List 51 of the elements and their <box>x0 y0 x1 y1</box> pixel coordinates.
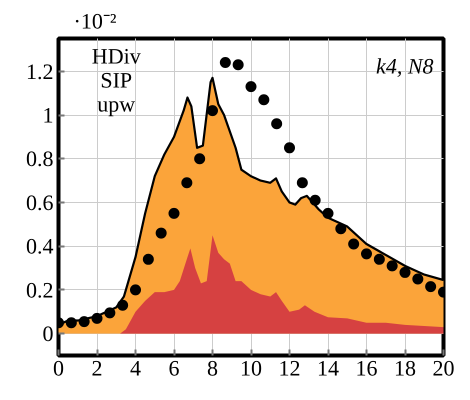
point <box>156 228 167 239</box>
point <box>142 254 154 265</box>
x-tick-label: 2 <box>92 356 102 380</box>
x-tick-label: 14 <box>317 356 339 380</box>
x-tick-label: 8 <box>207 356 218 380</box>
text: ·10⁻² <box>74 8 117 34</box>
point <box>246 81 256 92</box>
point <box>232 59 244 70</box>
point <box>322 208 334 219</box>
y-tick-label: 1.2 <box>26 58 54 84</box>
x-tick-label: 6 <box>168 356 180 380</box>
point <box>361 248 372 260</box>
point <box>78 316 90 328</box>
x-tick-label: 10 <box>240 356 262 380</box>
point <box>194 153 206 164</box>
point <box>117 300 128 311</box>
point <box>400 266 410 278</box>
point <box>220 57 231 68</box>
annotation: upw <box>97 92 136 116</box>
point <box>412 273 424 284</box>
point <box>386 260 398 272</box>
point <box>310 194 321 206</box>
point <box>181 177 192 188</box>
y-tick-label: 1 <box>42 102 54 128</box>
annotation: HDiv <box>92 44 141 68</box>
point <box>66 317 77 328</box>
point <box>425 281 436 292</box>
x-tick-label: 4 <box>130 356 141 380</box>
annotation: SIP <box>100 68 132 92</box>
point <box>207 105 218 116</box>
x-tick-label: 18 <box>394 356 416 380</box>
y-tick-label: 0.8 <box>26 146 54 172</box>
point <box>284 142 295 154</box>
point <box>92 312 102 324</box>
point <box>271 118 282 130</box>
point <box>335 223 346 234</box>
annotation: k4, N8 <box>376 54 434 78</box>
point <box>130 284 141 296</box>
point <box>104 307 116 318</box>
point <box>168 208 180 219</box>
y-tick-label: 0.2 <box>26 277 54 302</box>
point <box>258 94 270 106</box>
x-tick-label: 12 <box>278 356 300 380</box>
point <box>374 254 385 265</box>
point <box>348 238 360 250</box>
y-tick-label: 0 <box>42 321 54 346</box>
point <box>296 177 308 188</box>
y-tick-label: 0.6 <box>26 190 54 215</box>
x-tick-label: 20 <box>432 356 454 380</box>
x-tick-label: 16 <box>356 356 378 380</box>
y-tick-label: 0.4 <box>26 234 54 259</box>
